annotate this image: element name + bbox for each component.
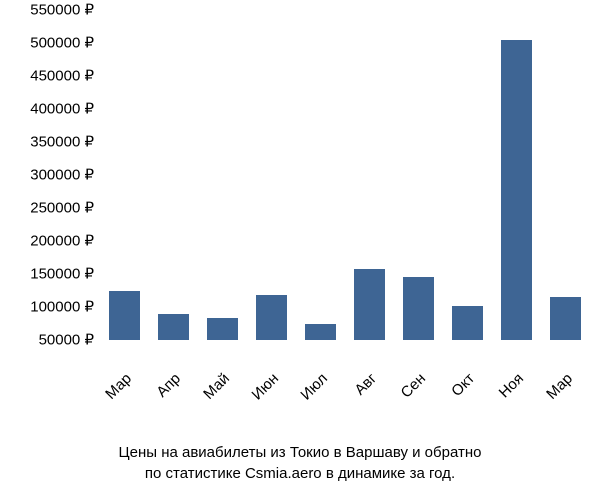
bar: [501, 40, 532, 340]
x-tick-label: Окт: [448, 370, 478, 400]
y-tick-label: 350000 ₽: [0, 135, 100, 150]
chart-caption: Цены на авиабилеты из Токио в Варшаву и …: [0, 434, 600, 500]
y-tick-label: 100000 ₽: [0, 300, 100, 315]
caption-line-2: по статистике Csmia.aero в динамике за г…: [20, 463, 580, 484]
y-tick-label: 400000 ₽: [0, 102, 100, 117]
bar: [256, 295, 287, 340]
bar: [550, 297, 581, 340]
bar: [354, 269, 385, 340]
chart-area: 50000 ₽ 100000 ₽ 150000 ₽ 200000 ₽ 250000 ₽ 3…: [0, 0, 600, 364]
x-tick-label: Апр: [153, 370, 184, 401]
y-tick-label: 50000 ₽: [0, 333, 100, 348]
x-tick-label: Сен: [397, 370, 428, 401]
y-tick-label: 300000 ₽: [0, 168, 100, 183]
y-tick-label: 500000 ₽: [0, 36, 100, 51]
bar: [305, 324, 336, 341]
x-tick-label: Мар: [543, 370, 576, 403]
x-tick-label: Июл: [297, 370, 331, 404]
bar: [158, 314, 189, 340]
y-tick-label: 250000 ₽: [0, 201, 100, 216]
x-axis: Мар Апр Май Июн Июл Авг Сен Окт Ноя Мар: [100, 364, 590, 434]
x-tick-label: Авг: [351, 370, 380, 399]
y-tick-label: 450000 ₽: [0, 69, 100, 84]
plot-area: [100, 10, 590, 340]
y-axis: 50000 ₽100000 ₽150000 ₽200000 ₽250000 ₽3…: [0, 10, 100, 340]
bar: [109, 291, 140, 341]
bar: [403, 277, 434, 340]
x-tick-label: Мар: [102, 370, 135, 403]
x-tick-label: Июн: [248, 370, 281, 403]
caption-line-1: Цены на авиабилеты из Токио в Варшаву и …: [20, 442, 580, 463]
bar: [452, 306, 483, 340]
y-tick-label: 200000 ₽: [0, 234, 100, 249]
bar: [207, 318, 238, 340]
x-tick-label: Май: [200, 370, 233, 403]
x-tick-label: Ноя: [495, 370, 526, 401]
y-tick-label: 550000 ₽: [0, 3, 100, 18]
y-tick-label: 150000 ₽: [0, 267, 100, 282]
